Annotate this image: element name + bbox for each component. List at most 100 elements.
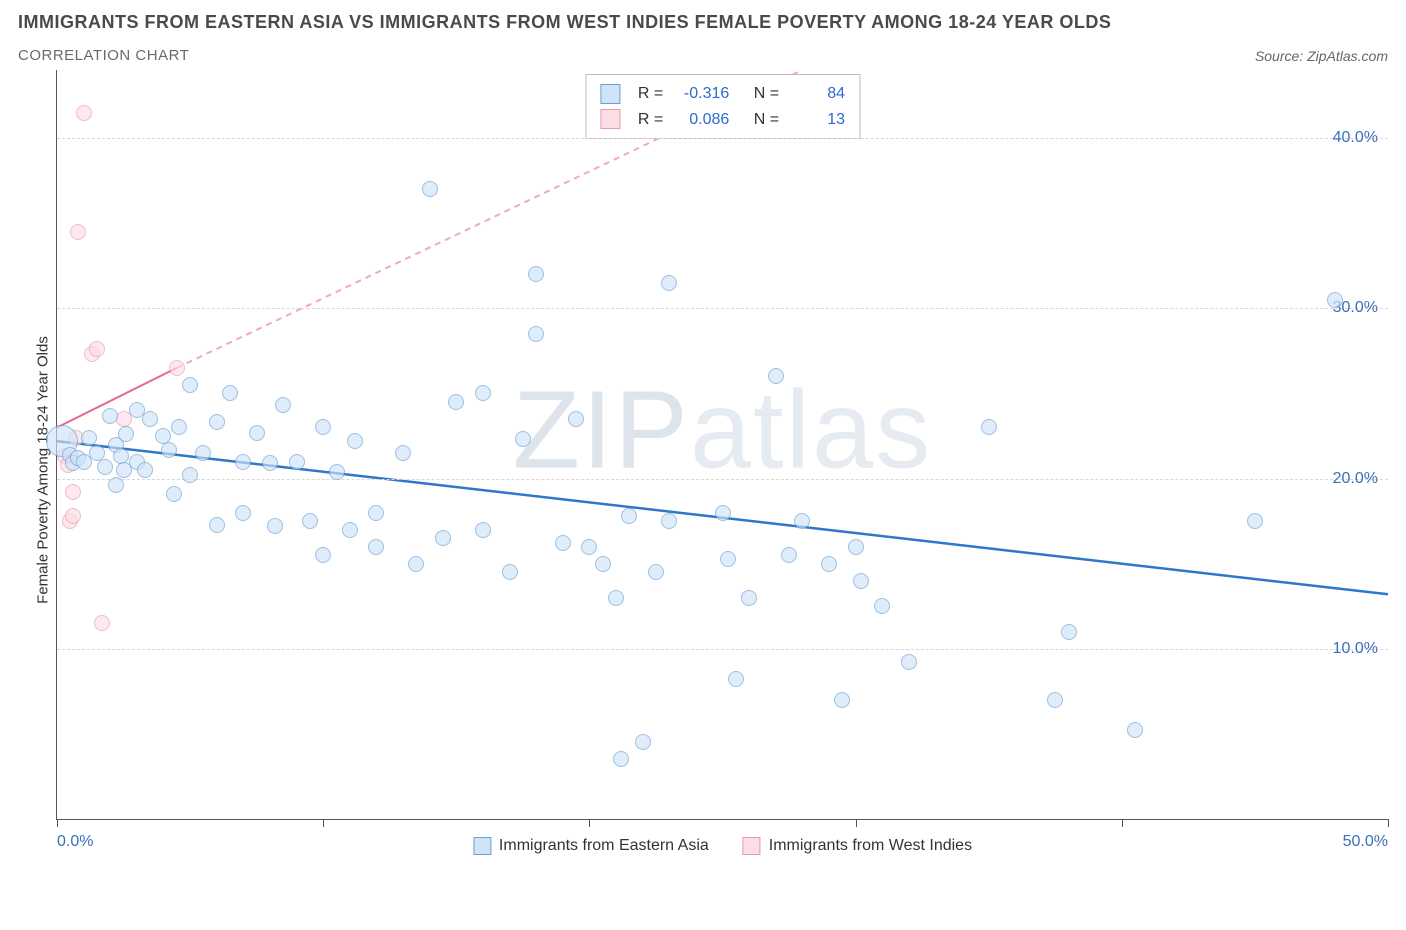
bottom-legend: Immigrants from Eastern Asia Immigrants … <box>473 837 972 855</box>
scatter-point <box>289 454 305 470</box>
scatter-point <box>302 513 318 529</box>
x-tick <box>589 819 590 827</box>
scatter-point <box>781 547 797 563</box>
legend-label-eastern-asia: Immigrants from Eastern Asia <box>499 837 709 854</box>
scatter-point <box>169 360 185 376</box>
scatter-point <box>422 181 438 197</box>
legend-item-west-indies: Immigrants from West Indies <box>743 837 972 855</box>
legend-swatch-west-indies <box>743 837 761 855</box>
scatter-point <box>108 477 124 493</box>
n-value-west-indies: 13 <box>789 107 845 133</box>
watermark-atlas: atlas <box>690 368 932 491</box>
stats-swatch-west-indies <box>600 109 620 129</box>
scatter-point <box>635 734 651 750</box>
scatter-point <box>315 547 331 563</box>
watermark-zip: ZIP <box>513 368 690 491</box>
scatter-point <box>874 598 890 614</box>
scatter-point <box>555 535 571 551</box>
x-tick-label: 0.0% <box>57 833 93 851</box>
scatter-point <box>347 433 363 449</box>
y-tick-label: 40.0% <box>1333 129 1378 147</box>
y-tick-label: 20.0% <box>1333 470 1378 488</box>
source-attribution: Source: ZipAtlas.com <box>1255 48 1388 64</box>
scatter-point <box>70 224 86 240</box>
scatter-point <box>262 455 278 471</box>
scatter-point <box>595 556 611 572</box>
scatter-point <box>161 442 177 458</box>
x-tick <box>1388 819 1389 827</box>
stats-row-series-2: R = 0.086 N = 13 <box>600 107 845 133</box>
scatter-point <box>76 105 92 121</box>
scatter-point <box>448 394 464 410</box>
trend-lines <box>57 70 1388 819</box>
scatter-point <box>235 505 251 521</box>
gridline <box>57 649 1388 650</box>
gridline <box>57 138 1388 139</box>
scatter-point <box>502 564 518 580</box>
chart-title: IMMIGRANTS FROM EASTERN ASIA VS IMMIGRAN… <box>18 12 1388 33</box>
stats-swatch-eastern-asia <box>600 84 620 104</box>
scatter-point <box>94 615 110 631</box>
subtitle-row: CORRELATION CHART Source: ZipAtlas.com <box>18 47 1388 64</box>
scatter-point <box>267 518 283 534</box>
plot-region: ZIPatlas R = -0.316 N = 84 R = 0.086 <box>56 70 1388 820</box>
legend-label-west-indies: Immigrants from West Indies <box>769 837 972 854</box>
gridline <box>57 308 1388 309</box>
scatter-point <box>528 266 544 282</box>
scatter-point <box>209 517 225 533</box>
scatter-point <box>768 368 784 384</box>
scatter-point <box>368 505 384 521</box>
scatter-point <box>195 445 211 461</box>
x-tick <box>1122 819 1123 827</box>
scatter-point <box>1247 513 1263 529</box>
legend-item-eastern-asia: Immigrants from Eastern Asia <box>473 837 709 855</box>
scatter-point <box>1127 722 1143 738</box>
y-tick-label: 10.0% <box>1333 640 1378 658</box>
scatter-point <box>648 564 664 580</box>
scatter-point <box>342 522 358 538</box>
scatter-point <box>329 464 345 480</box>
scatter-point <box>581 539 597 555</box>
scatter-point <box>848 539 864 555</box>
source-label: Source: <box>1255 48 1303 64</box>
scatter-point <box>315 419 331 435</box>
scatter-point <box>981 419 997 435</box>
scatter-point <box>435 530 451 546</box>
scatter-point <box>608 590 624 606</box>
scatter-point <box>853 573 869 589</box>
scatter-point <box>222 385 238 401</box>
x-tick <box>57 819 58 827</box>
n-label: N = <box>754 81 779 107</box>
chart-container: IMMIGRANTS FROM EASTERN ASIA VS IMMIGRAN… <box>0 0 1406 930</box>
scatter-point <box>821 556 837 572</box>
scatter-point <box>97 459 113 475</box>
scatter-point <box>834 692 850 708</box>
chart-area: Female Poverty Among 18-24 Year Olds ZIP… <box>18 70 1388 870</box>
scatter-point <box>182 467 198 483</box>
legend-swatch-eastern-asia <box>473 837 491 855</box>
scatter-point <box>395 445 411 461</box>
scatter-point <box>901 654 917 670</box>
scatter-point <box>137 462 153 478</box>
scatter-point <box>89 341 105 357</box>
r-value-west-indies: 0.086 <box>673 107 729 133</box>
scatter-point <box>102 408 118 424</box>
watermark: ZIPatlas <box>513 366 932 493</box>
scatter-point <box>368 539 384 555</box>
scatter-point <box>65 484 81 500</box>
scatter-point <box>1061 624 1077 640</box>
scatter-point <box>475 522 491 538</box>
stats-row-series-1: R = -0.316 N = 84 <box>600 81 845 107</box>
y-axis-label: Female Poverty Among 18-24 Year Olds <box>34 336 51 604</box>
scatter-point <box>182 377 198 393</box>
scatter-point <box>166 486 182 502</box>
title-block: IMMIGRANTS FROM EASTERN ASIA VS IMMIGRAN… <box>18 12 1388 64</box>
source-name: ZipAtlas.com <box>1307 48 1388 64</box>
chart-subtitle: CORRELATION CHART <box>18 47 189 64</box>
scatter-point <box>613 751 629 767</box>
scatter-point <box>118 426 134 442</box>
scatter-point <box>715 505 731 521</box>
scatter-point <box>621 508 637 524</box>
scatter-point <box>794 513 810 529</box>
scatter-point <box>171 419 187 435</box>
